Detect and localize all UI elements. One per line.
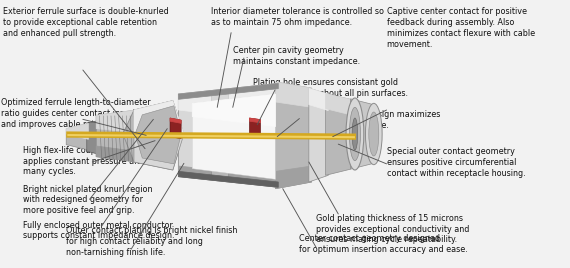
Polygon shape	[309, 88, 328, 182]
Polygon shape	[66, 123, 88, 150]
Polygon shape	[325, 94, 351, 115]
Polygon shape	[325, 94, 351, 175]
Polygon shape	[135, 106, 181, 164]
Text: Captive center contact for positive
feedback during assembly. Also
minimizes con: Captive center contact for positive feed…	[386, 7, 535, 49]
Polygon shape	[275, 82, 312, 107]
Text: Center pin cavity geometry
maintains constant impedance.: Center pin cavity geometry maintains con…	[233, 46, 360, 66]
Polygon shape	[178, 83, 278, 122]
Polygon shape	[96, 110, 137, 162]
Polygon shape	[250, 118, 260, 138]
Ellipse shape	[369, 112, 379, 156]
Polygon shape	[192, 94, 275, 126]
Polygon shape	[178, 83, 278, 99]
Ellipse shape	[346, 98, 364, 170]
Text: Bright nickel plated knurl region
with redesigned geometry for
more positive fee: Bright nickel plated knurl region with r…	[23, 185, 152, 215]
Ellipse shape	[352, 118, 358, 150]
Polygon shape	[170, 118, 181, 139]
Polygon shape	[275, 82, 312, 189]
Text: Center contact geometry designed
for optimum insertion accuracy and ease.: Center contact geometry designed for opt…	[299, 234, 468, 254]
Polygon shape	[170, 118, 181, 123]
Polygon shape	[96, 146, 137, 162]
Polygon shape	[178, 166, 278, 187]
Polygon shape	[351, 99, 372, 169]
Ellipse shape	[365, 103, 382, 165]
Polygon shape	[66, 123, 88, 139]
Polygon shape	[309, 88, 328, 110]
Text: Fully enclosed outer metal conductor
supports constant impedance design.: Fully enclosed outer metal conductor sup…	[23, 221, 174, 240]
Polygon shape	[250, 118, 260, 123]
Polygon shape	[123, 101, 184, 170]
Text: Gold plating thickness of 15 microns
provides exceptional conductivity and
ensur: Gold plating thickness of 15 microns pro…	[316, 214, 470, 244]
Polygon shape	[178, 171, 278, 187]
Text: Outer contact plating is bright nickel finish
for high contact reliabity and lon: Outer contact plating is bright nickel f…	[66, 226, 238, 257]
Polygon shape	[178, 83, 278, 187]
Text: Precision PTFE insulator design maximizes
RF/Video signal performance.: Precision PTFE insulator design maximize…	[270, 110, 441, 130]
Polygon shape	[87, 121, 98, 154]
Polygon shape	[134, 101, 184, 170]
Text: Plating hole ensures consistant gold
deposition throughout all pin surfaces.: Plating hole ensures consistant gold dep…	[253, 78, 408, 98]
Text: Exterior ferrule surface is double-knurled
to provide exceptional cable retentio: Exterior ferrule surface is double-knurl…	[3, 7, 169, 38]
Text: Interior diameter tolerance is controlled so
as to maintain 75 ohm impedance.: Interior diameter tolerance is controlle…	[210, 7, 384, 27]
Text: Special outer contact geometry
ensures positive circumferential
contact within r: Special outer contact geometry ensures p…	[386, 147, 525, 178]
Polygon shape	[211, 94, 229, 178]
Text: High flex-life coupling spring
applies constant pressure after
many cycles.: High flex-life coupling spring applies c…	[23, 146, 148, 177]
Polygon shape	[134, 101, 184, 134]
Polygon shape	[211, 94, 229, 111]
Polygon shape	[192, 94, 275, 179]
Text: Optimized ferrule length-to-diameter
ratio guides center contact insertion
and i: Optimized ferrule length-to-diameter rat…	[1, 98, 150, 129]
Polygon shape	[275, 166, 312, 189]
Ellipse shape	[349, 107, 360, 161]
Polygon shape	[96, 110, 137, 133]
